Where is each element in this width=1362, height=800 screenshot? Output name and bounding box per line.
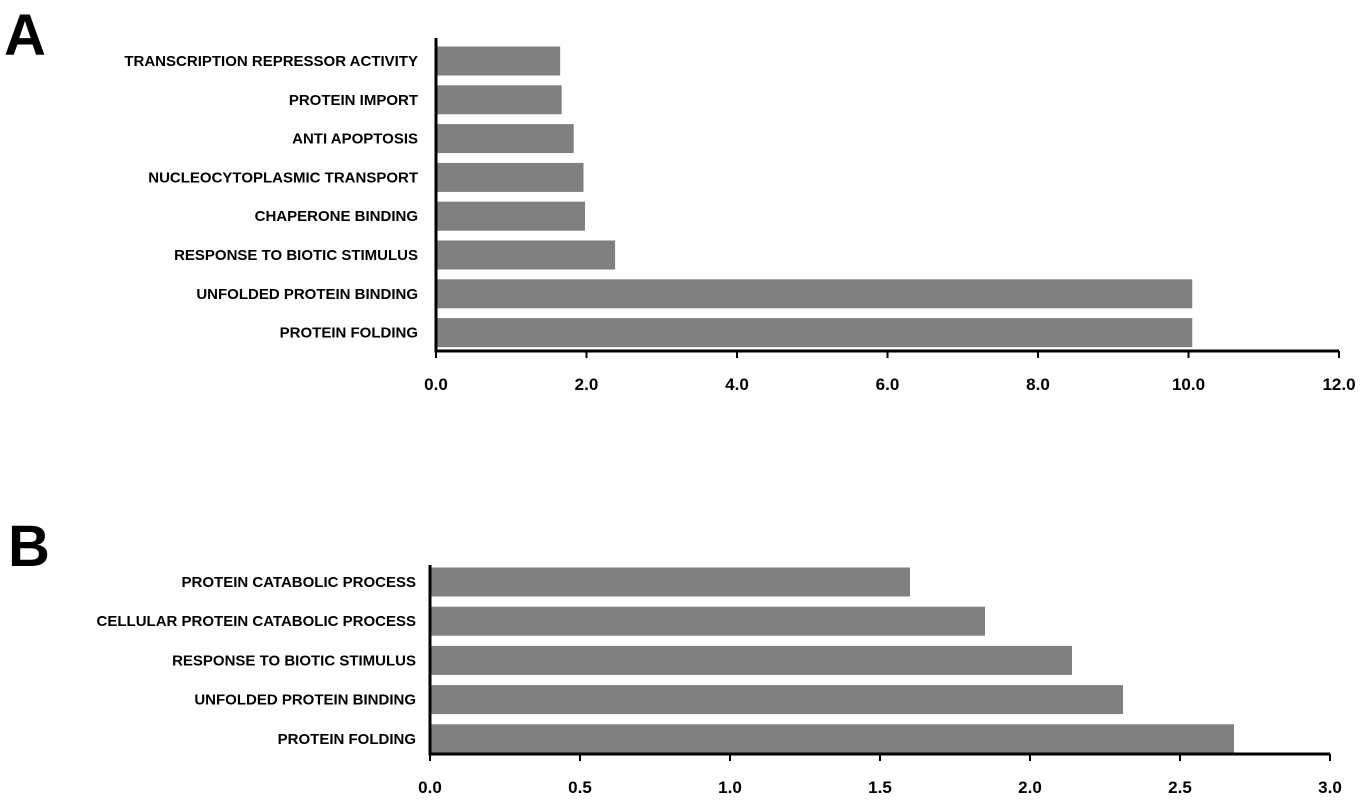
bar-b-0 [431,567,910,597]
x-tick-label-a-5: 10.0 [1172,375,1205,394]
x-tick-label-a-3: 6.0 [876,375,900,394]
bar-b-1 [431,606,985,636]
category-label-a-0: TRANSCRIPTION REPRESSOR ACTIVITY [124,53,418,70]
panel-label-a: A [4,3,46,68]
x-tick-label-b-1: 0.5 [568,778,592,797]
x-tick-label-b-3: 1.5 [868,778,892,797]
x-tick-label-a-1: 2.0 [575,375,599,394]
panel-label-b: B [8,514,50,579]
category-label-a-2: ANTI APOPTOSIS [292,131,418,148]
x-tick-label-a-0: 0.0 [424,375,448,394]
category-label-b-1: CELLULAR PROTEIN CATABOLIC PROCESS [97,613,416,630]
bar-a-0 [437,46,561,76]
category-label-a-3: NUCLEOCYTOPLASMIC TRANSPORT [148,169,418,186]
x-tick-label-b-2: 1.0 [718,778,742,797]
x-tick-label-a-4: 8.0 [1026,375,1050,394]
bar-a-7 [437,318,1193,348]
chart-a: TRANSCRIPTION REPRESSOR ACTIVITY PROTEIN … [124,38,1356,394]
category-label-a-4: CHAPERONE BINDING [255,208,418,225]
category-label-b-3: UNFOLDED PROTEIN BINDING [194,692,416,709]
category-label-b-0: PROTEIN CATABOLIC PROCESS [182,574,416,591]
category-label-a-1: PROTEIN IMPORT [289,92,418,109]
bar-a-5 [437,240,616,270]
x-tick-label-b-6: 3.0 [1318,778,1342,797]
x-tick-label-a-6: 12.0 [1322,375,1355,394]
bar-a-6 [437,279,1193,309]
category-label-b-2: RESPONSE TO BIOTIC STIMULUS [172,652,416,669]
bar-a-3 [437,162,584,192]
x-tick-label-b-5: 2.5 [1168,778,1192,797]
bar-a-1 [437,85,562,115]
chart-b: PROTEIN CATABOLIC PROCESS CELLULAR PROTEI… [97,565,1342,797]
bar-a-4 [437,201,585,231]
category-label-a-6: UNFOLDED PROTEIN BINDING [196,286,418,303]
x-tick-label-a-2: 4.0 [725,375,749,394]
bar-a-2 [437,124,574,154]
bar-b-2 [431,645,1072,675]
bar-b-3 [431,685,1123,715]
category-label-a-7: PROTEIN FOLDING [280,325,418,342]
x-tick-label-b-4: 2.0 [1018,778,1042,797]
x-tick-label-b-0: 0.0 [418,778,442,797]
category-label-b-4: PROTEIN FOLDING [278,731,416,748]
bar-b-4 [431,724,1234,754]
category-label-a-5: RESPONSE TO BIOTIC STIMULUS [174,247,418,264]
